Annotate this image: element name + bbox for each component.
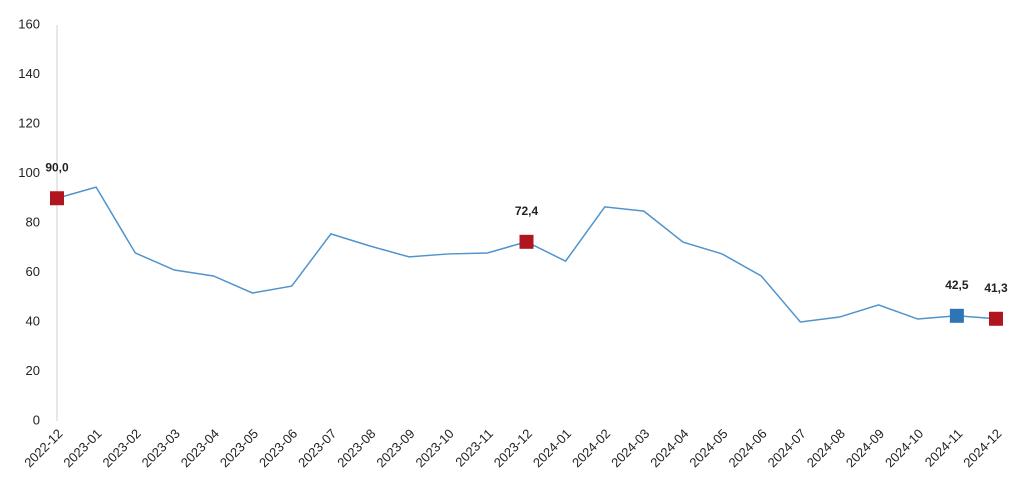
value-label: 90,0 <box>45 160 69 174</box>
y-tick-label: 140 <box>18 66 40 81</box>
x-tick-label: 2024-12 <box>960 426 1004 470</box>
marker <box>949 308 964 323</box>
x-tick-label: 2024-06 <box>725 426 769 470</box>
x-tick-label: 2023-09 <box>373 426 417 470</box>
x-tick-label: 2024-09 <box>843 426 887 470</box>
x-tick-label: 2023-05 <box>217 426 261 470</box>
value-label: 41,3 <box>984 281 1008 295</box>
y-tick-label: 80 <box>26 214 40 229</box>
x-tick-label: 2024-04 <box>647 426 691 470</box>
y-tick-label: 100 <box>18 165 40 180</box>
x-tick-label: 2023-11 <box>452 426 496 470</box>
y-tick-label: 20 <box>26 363 40 378</box>
x-tick-label: 2024-10 <box>882 426 926 470</box>
x-tick-label: 2023-03 <box>139 426 183 470</box>
x-tick-label: 2023-04 <box>178 426 222 470</box>
y-tick-label: 0 <box>33 412 40 427</box>
y-tick-label: 40 <box>26 313 40 328</box>
marker <box>50 191 64 206</box>
x-tick-label: 2023-10 <box>412 426 456 470</box>
x-tick-label: 2023-06 <box>256 426 300 470</box>
y-tick-label: 120 <box>18 115 40 130</box>
x-tick-label: 2024-07 <box>765 426 809 470</box>
x-tick-label: 2024-01 <box>530 426 574 470</box>
x-tick-label: 2024-03 <box>608 426 652 470</box>
x-tick-label: 2023-01 <box>60 426 104 470</box>
marker <box>519 234 534 249</box>
x-tick-label: 2024-08 <box>804 426 848 470</box>
y-tick-label: 160 <box>18 16 40 31</box>
x-tick-label: 2024-11 <box>922 426 966 470</box>
value-label: 42,5 <box>945 278 969 292</box>
x-tick-label: 2023-07 <box>295 426 339 470</box>
marker <box>989 311 1003 326</box>
y-tick-label: 60 <box>26 264 40 279</box>
x-tick-label: 2023-12 <box>491 426 535 470</box>
value-label: 72,4 <box>515 204 539 218</box>
x-tick-label: 2023-08 <box>334 426 378 470</box>
x-tick-label: 2023-02 <box>99 426 143 470</box>
x-tick-label: 2024-02 <box>569 426 613 470</box>
x-tick-label: 2022-12 <box>21 426 65 470</box>
x-tick-label: 2024-05 <box>686 426 730 470</box>
